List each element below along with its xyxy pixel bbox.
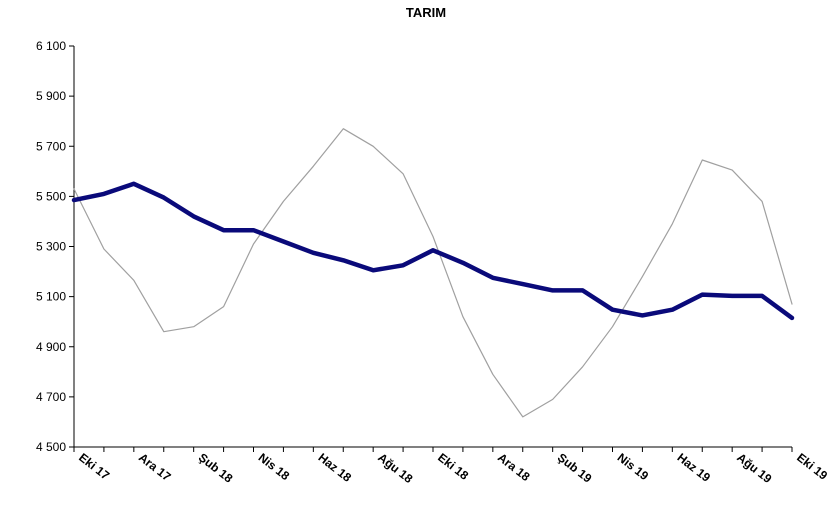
y-tick-label: 5 500 [36, 189, 66, 203]
x-tick-label: Şub 18 [196, 450, 236, 485]
y-tick-label: 6 100 [36, 39, 66, 53]
x-tick-label: Şub 19 [555, 450, 595, 485]
x-tick-label: Ara 17 [136, 450, 174, 484]
x-tick-label: Haz 18 [315, 450, 354, 485]
x-tick-label: Eki 18 [435, 450, 471, 483]
axes [74, 46, 792, 447]
chart-title: TARIM [406, 5, 446, 20]
x-tick-label: Eki 19 [794, 450, 830, 483]
series-lines [74, 129, 792, 417]
series-line-2 [74, 184, 792, 318]
x-tick-label: Ağu 19 [734, 450, 774, 486]
y-tick-label: 4 500 [36, 440, 66, 454]
y-tick-label: 4 900 [36, 340, 66, 354]
y-tick-label: 5 100 [36, 290, 66, 304]
y-axis-ticks: 6 100 5 900 5 700 5 500 5 300 5 100 4 900 4 700… [36, 39, 74, 454]
x-axis-ticks: Eki 17 Ara 17 Şub 18 Nis 18 Haz 18 Ağu 18 Eki … [74, 447, 830, 486]
x-tick-label: Eki 17 [76, 450, 112, 483]
x-tick-label: Ara 18 [495, 450, 533, 484]
y-tick-label: 4 700 [36, 390, 66, 404]
x-tick-label: Nis 18 [256, 450, 293, 483]
y-tick-label: 5 900 [36, 89, 66, 103]
series-line-1 [74, 129, 792, 417]
x-tick-label: Haz 19 [674, 450, 713, 485]
x-tick-label: Ağu 18 [375, 450, 415, 486]
x-tick-label: Nis 19 [615, 450, 652, 483]
y-tick-label: 5 700 [36, 139, 66, 153]
y-tick-label: 5 300 [36, 240, 66, 254]
